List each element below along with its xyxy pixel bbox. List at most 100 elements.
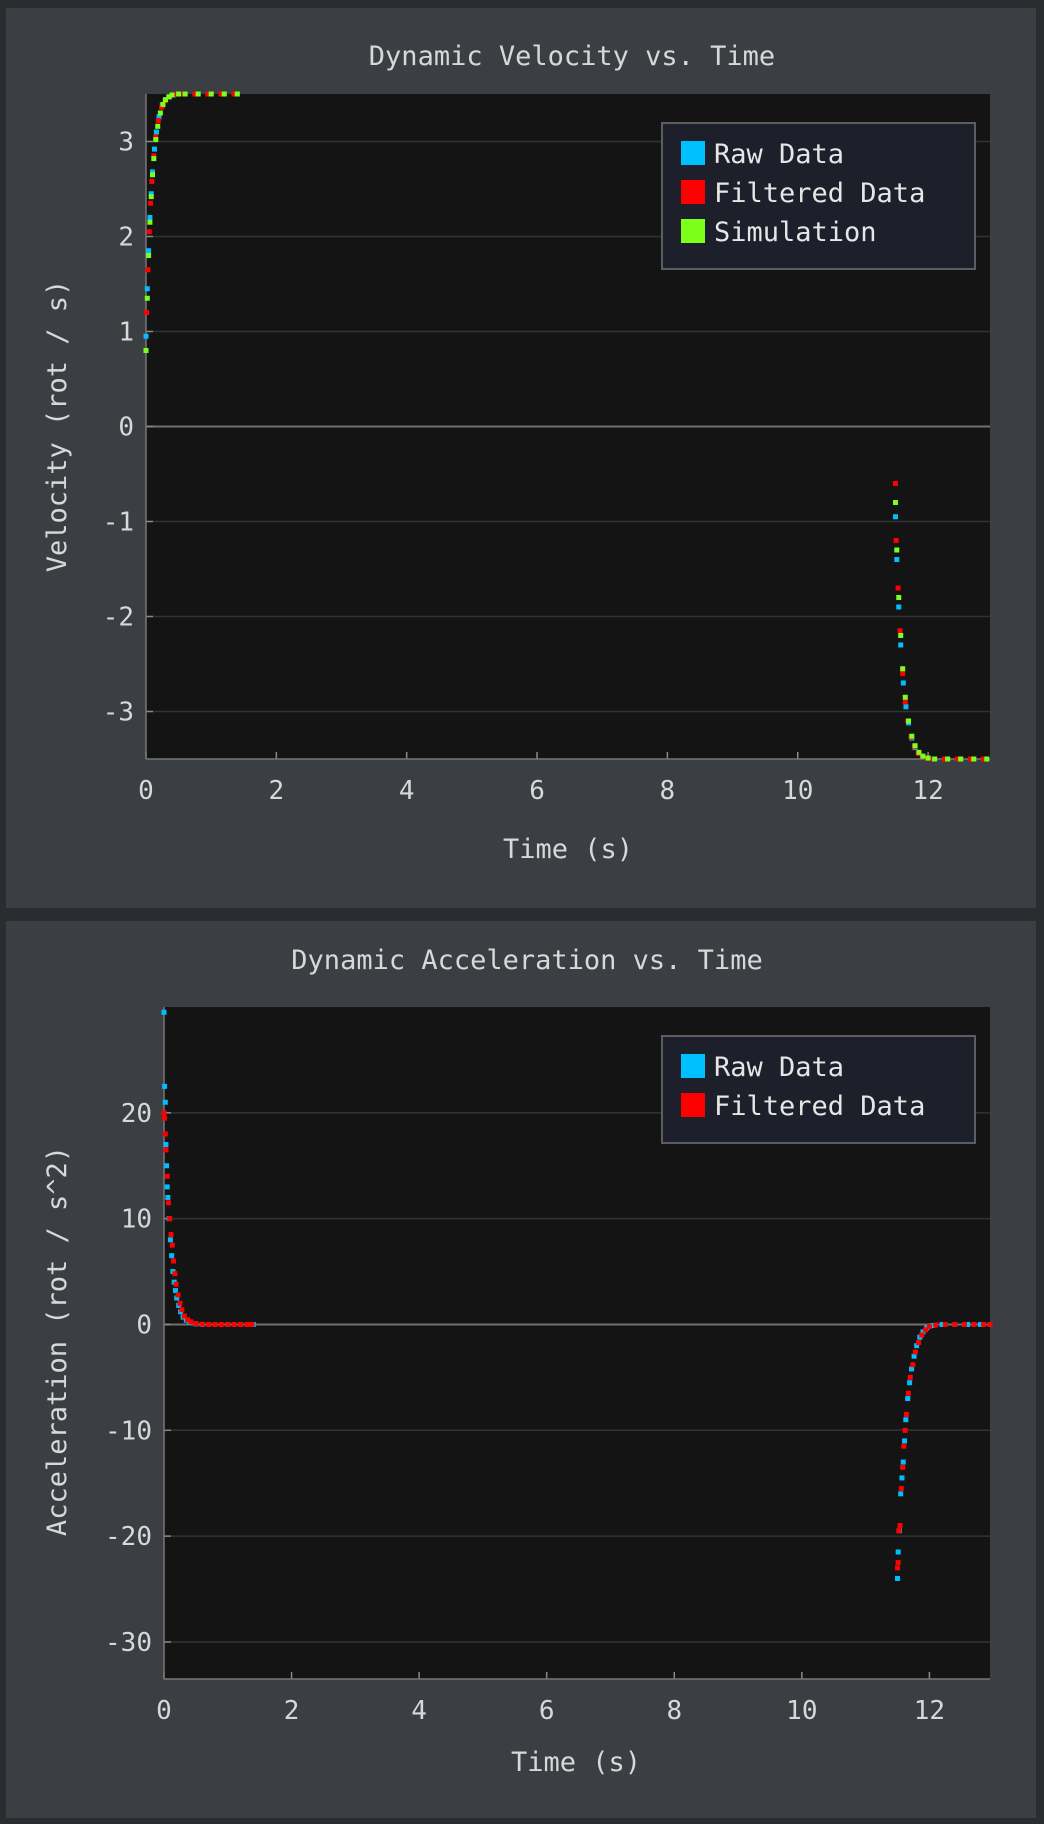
data-point-simulation bbox=[155, 123, 161, 129]
data-point-filtered-data bbox=[971, 1321, 977, 1327]
data-point-filtered-data bbox=[905, 1390, 911, 1396]
chart-title: Dynamic Acceleration vs. Time bbox=[291, 945, 762, 976]
legend-swatch bbox=[681, 1054, 705, 1078]
data-point-filtered-data bbox=[901, 1443, 907, 1449]
data-point-filtered-data bbox=[933, 1322, 939, 1328]
data-point-raw-data bbox=[894, 557, 900, 562]
data-point-filtered-data bbox=[179, 1307, 185, 1313]
legend-label: Simulation bbox=[714, 217, 877, 248]
data-point-simulation bbox=[163, 97, 169, 103]
data-point-simulation bbox=[221, 91, 227, 97]
data-point-simulation bbox=[144, 295, 150, 301]
data-point-filtered-data bbox=[163, 1147, 169, 1153]
data-point-filtered-data bbox=[177, 1300, 183, 1306]
chart-title: Dynamic Velocity vs. Time bbox=[369, 41, 775, 72]
data-point-raw-data bbox=[896, 604, 902, 610]
data-point-simulation bbox=[900, 666, 906, 672]
data-point-filtered-data bbox=[238, 1321, 244, 1327]
data-point-filtered-data bbox=[893, 538, 899, 543]
data-point-filtered-data bbox=[192, 91, 198, 97]
data-point-simulation bbox=[146, 253, 152, 258]
data-point-raw-data bbox=[174, 1295, 180, 1301]
data-point-raw-data bbox=[147, 215, 153, 220]
y-tick-label: -30 bbox=[105, 1628, 152, 1658]
y-tick-label: 10 bbox=[121, 1205, 152, 1235]
data-point-raw-data bbox=[903, 704, 909, 710]
data-point-raw-data bbox=[165, 1194, 171, 1200]
data-point-filtered-data bbox=[218, 1321, 224, 1327]
data-point-raw-data bbox=[156, 114, 162, 120]
data-point-filtered-data bbox=[244, 1321, 250, 1327]
data-point-simulation bbox=[984, 756, 990, 762]
data-point-simulation bbox=[169, 92, 175, 98]
data-point-simulation bbox=[234, 91, 240, 97]
legend-swatch bbox=[681, 141, 705, 165]
data-point-raw-data bbox=[164, 1184, 170, 1190]
data-point-filtered-data bbox=[205, 91, 211, 97]
data-point-filtered-data bbox=[900, 1464, 906, 1470]
x-tick-label: 6 bbox=[539, 1696, 555, 1726]
data-point-filtered-data bbox=[961, 1321, 967, 1327]
data-point-simulation bbox=[151, 156, 157, 162]
x-tick-label: 2 bbox=[269, 776, 285, 806]
data-point-raw-data bbox=[146, 248, 152, 254]
legend: Raw Data Filtered Data bbox=[661, 1035, 976, 1144]
data-point-raw-data bbox=[151, 146, 157, 152]
data-point-simulation bbox=[182, 91, 188, 97]
data-point-simulation bbox=[892, 500, 898, 505]
data-point-filtered-data bbox=[954, 756, 960, 762]
data-point-raw-data bbox=[162, 1083, 168, 1089]
data-point-raw-data bbox=[911, 1353, 917, 1359]
data-point-filtered-data bbox=[155, 118, 161, 124]
data-point-raw-data bbox=[900, 680, 906, 686]
data-point-filtered-data bbox=[151, 153, 157, 159]
data-point-raw-data bbox=[907, 1380, 913, 1386]
data-point-filtered-data bbox=[185, 1317, 191, 1323]
data-point-raw-data bbox=[161, 1009, 167, 1015]
data-point-simulation bbox=[898, 633, 904, 638]
data-point-filtered-data bbox=[145, 267, 151, 273]
velocity-chart-panel: Dynamic Velocity vs. Time -3 -2 -1 0 1 2 3 0 2 4 6… bbox=[6, 8, 1036, 908]
data-point-raw-data bbox=[914, 1343, 920, 1349]
data-point-raw-data bbox=[895, 1549, 901, 1555]
data-point-simulation bbox=[958, 756, 964, 762]
data-point-raw-data bbox=[895, 1575, 901, 1581]
data-point-filtered-data bbox=[981, 1321, 987, 1327]
x-tick-label: 6 bbox=[529, 776, 545, 806]
data-point-raw-data bbox=[162, 1099, 168, 1105]
data-point-filtered-data bbox=[175, 1292, 181, 1298]
data-point-simulation bbox=[912, 743, 918, 749]
y-tick-label: 20 bbox=[121, 1099, 152, 1129]
data-point-filtered-data bbox=[910, 1362, 916, 1368]
data-point-raw-data bbox=[903, 1417, 909, 1423]
data-point-filtered-data bbox=[916, 1339, 922, 1345]
y-tick-label: 3 bbox=[118, 128, 134, 158]
data-point-simulation bbox=[916, 749, 922, 755]
y-tick-label: 1 bbox=[118, 318, 134, 348]
data-point-filtered-data bbox=[902, 699, 908, 705]
legend-swatch bbox=[681, 180, 705, 204]
data-point-filtered-data bbox=[172, 1271, 178, 1277]
data-point-simulation bbox=[208, 91, 214, 97]
data-point-raw-data bbox=[144, 286, 150, 292]
y-tick-label: 0 bbox=[118, 413, 134, 443]
data-point-simulation bbox=[945, 756, 951, 762]
data-point-filtered-data bbox=[980, 756, 986, 762]
data-point-filtered-data bbox=[146, 229, 152, 235]
data-point-filtered-data bbox=[164, 1173, 170, 1179]
data-point-filtered-data bbox=[896, 1528, 902, 1534]
data-point-raw-data bbox=[909, 1366, 915, 1372]
x-tick-label: 10 bbox=[782, 776, 813, 806]
data-point-filtered-data bbox=[923, 1327, 929, 1333]
data-point-filtered-data bbox=[162, 1115, 168, 1121]
data-point-simulation bbox=[148, 194, 154, 200]
data-point-filtered-data bbox=[895, 1560, 901, 1566]
legend-label: Filtered Data bbox=[714, 1091, 925, 1122]
data-point-raw-data bbox=[150, 169, 156, 175]
data-point-simulation bbox=[896, 595, 902, 600]
x-tick-label: 10 bbox=[786, 1696, 817, 1726]
y-axis-label: Velocity (rot / s) bbox=[42, 280, 73, 573]
legend-swatch bbox=[681, 219, 705, 243]
data-point-filtered-data bbox=[892, 481, 898, 486]
series-filtered-data bbox=[161, 1110, 993, 1571]
